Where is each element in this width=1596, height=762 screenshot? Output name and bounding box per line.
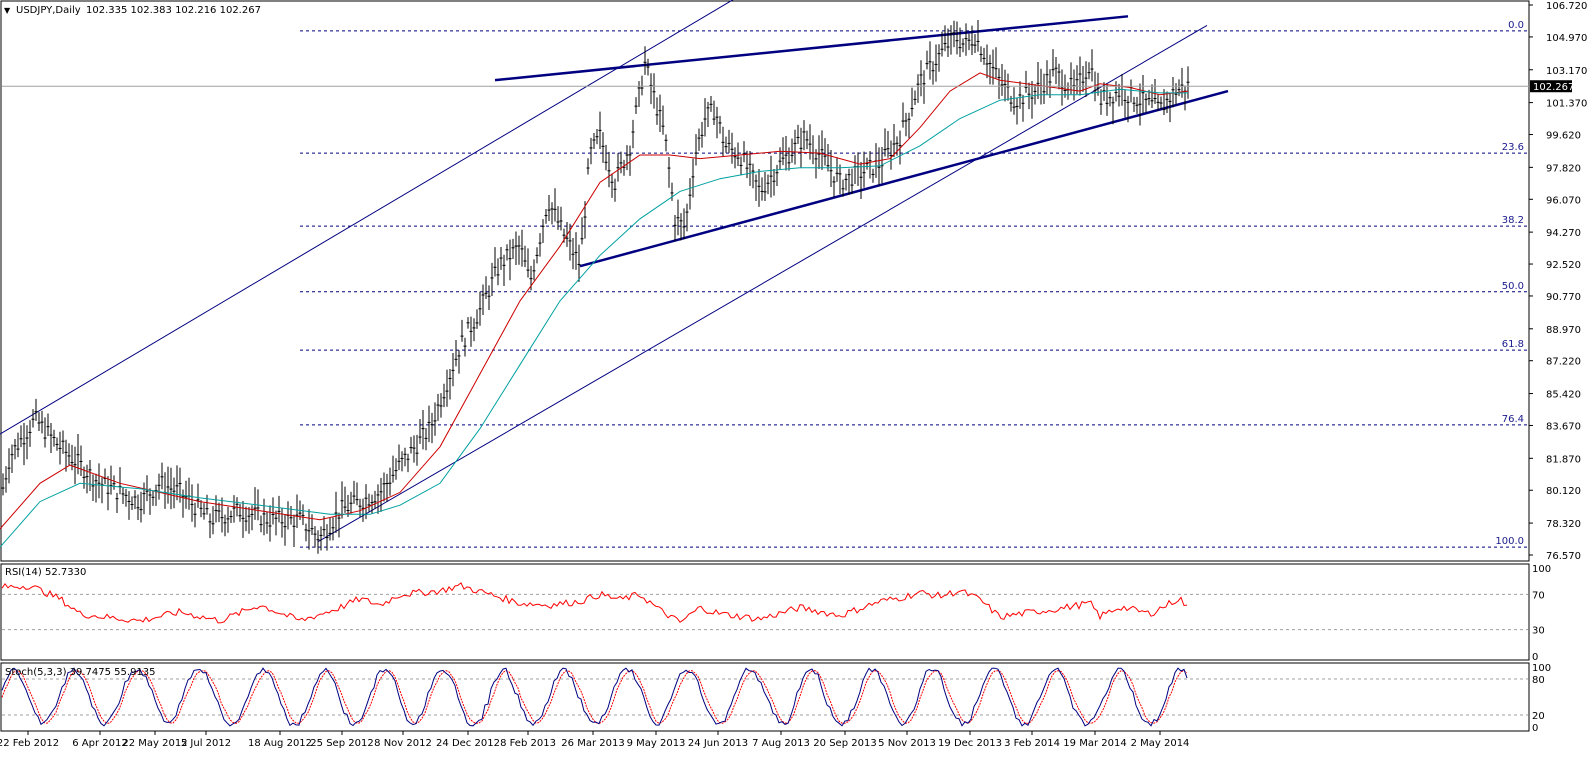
rsi-tick-label: 30 [1532,626,1545,637]
price-tick-label: 76.570 [1546,551,1581,562]
time-tick-label: 9 May 2013 [627,738,686,749]
current-price-label: 102.267 [1533,82,1574,93]
fib-level-label: 61.8 [1502,339,1524,350]
price-tick-label: 88.970 [1546,325,1581,336]
price-axis[interactable]: 106.720 104.970 103.170 101.370 99.620 97.820… [1529,1,1587,562]
price-tick-label: 81.870 [1546,454,1581,465]
time-tick-label: 8 Nov 2012 [374,738,432,749]
time-tick-label: 5 Jul 2012 [181,738,231,749]
price-tick-label: 99.620 [1546,131,1581,142]
fib-level-label: 23.6 [1502,142,1524,153]
price-tick-label: 101.370 [1546,99,1587,110]
price-tick-label: 103.170 [1546,66,1587,77]
price-tick-label: 106.720 [1546,1,1587,12]
price-tick-label: 80.120 [1546,486,1581,497]
price-tick-label: 97.820 [1546,163,1581,174]
fib-level-label: 100.0 [1495,536,1524,547]
lower-channel-line[interactable] [317,24,1208,543]
price-tick-label: 87.220 [1546,357,1581,368]
stoch-main-line [1,667,1188,727]
time-tick-label: 25 Sep 2012 [310,738,373,749]
rsi-indicator: 100 70 30 0 [1,564,1551,663]
time-tick-label: 24 Jun 2013 [688,738,748,749]
fib-level-label: 0.0 [1508,20,1524,31]
fibonacci-levels: 0.0 23.6 38.2 50.0 61.8 76.4 100.0 [300,20,1528,548]
price-tick-label: 92.520 [1546,260,1581,271]
time-tick-label: 22 May 2012 [122,738,187,749]
rsi-line [1,582,1188,624]
fib-level-label: 76.4 [1502,414,1524,425]
stoch-tick-label: 20 [1532,711,1545,722]
stoch-tick-label: 0 [1532,723,1538,734]
rsi-tick-label: 0 [1532,652,1538,663]
price-tick-label: 85.420 [1546,390,1581,401]
trendlines[interactable] [0,0,1229,543]
time-tick-label: 8 Feb 2013 [500,738,556,749]
time-tick-label: 20 Sep 2013 [813,738,876,749]
main-panel[interactable] [0,0,1530,562]
stoch-tick-label: 100 [1532,663,1551,674]
support-line[interactable] [579,89,1229,268]
price-tick-label: 83.670 [1546,421,1581,432]
time-tick-label: 7 Aug 2013 [752,738,810,749]
ma-slow-line [0,88,1188,548]
moving-averages [0,72,1189,548]
upper-channel-line[interactable] [0,0,745,435]
time-tick-label: 24 Dec 2012 [436,738,500,749]
price-tick-label: 96.070 [1546,195,1581,206]
rsi-tick-label: 100 [1532,564,1551,575]
time-tick-label: 18 Aug 2012 [248,738,312,749]
stoch-panel[interactable] [0,662,1530,732]
ma-fast-line [0,72,1189,530]
time-tick-label: 6 Apr 2012 [72,738,127,749]
time-tick-label: 19 Dec 2013 [938,738,1002,749]
price-tick-label: 78.320 [1546,519,1581,530]
stoch-tick-label: 80 [1532,675,1545,686]
time-tick-label: 19 Mar 2014 [1063,738,1126,749]
price-bars [1,19,1190,554]
price-tick-label: 94.270 [1546,228,1581,239]
time-tick-label: 5 Nov 2013 [878,738,936,749]
time-tick-label: 26 Mar 2013 [561,738,624,749]
fib-level-label: 50.0 [1502,281,1524,292]
price-tick-label: 104.970 [1546,33,1587,44]
stoch-label: Stoch(5,3,3) 39.7475 55.9135 [5,667,156,678]
time-tick-label: 22 Feb 2012 [0,738,59,749]
time-tick-label: 2 May 2014 [1131,738,1190,749]
current-price-tag [1530,80,1572,93]
price-tick-label: 90.770 [1546,292,1581,303]
stoch-signal-line [1,670,1188,724]
chart-dropdown-icon[interactable]: ▼ [4,6,11,15]
fib-level-label: 38.2 [1502,215,1524,226]
time-tick-label: 3 Feb 2014 [1004,738,1060,749]
rsi-panel[interactable] [0,563,1530,661]
rsi-label: RSI(14) 52.7330 [5,567,86,578]
symbol-title: USDJPY,Daily [16,5,81,16]
rsi-tick-label: 70 [1532,590,1545,601]
resistance-line[interactable] [494,15,1129,82]
ohlc-values: 102.335 102.383 102.216 102.267 [86,5,261,16]
